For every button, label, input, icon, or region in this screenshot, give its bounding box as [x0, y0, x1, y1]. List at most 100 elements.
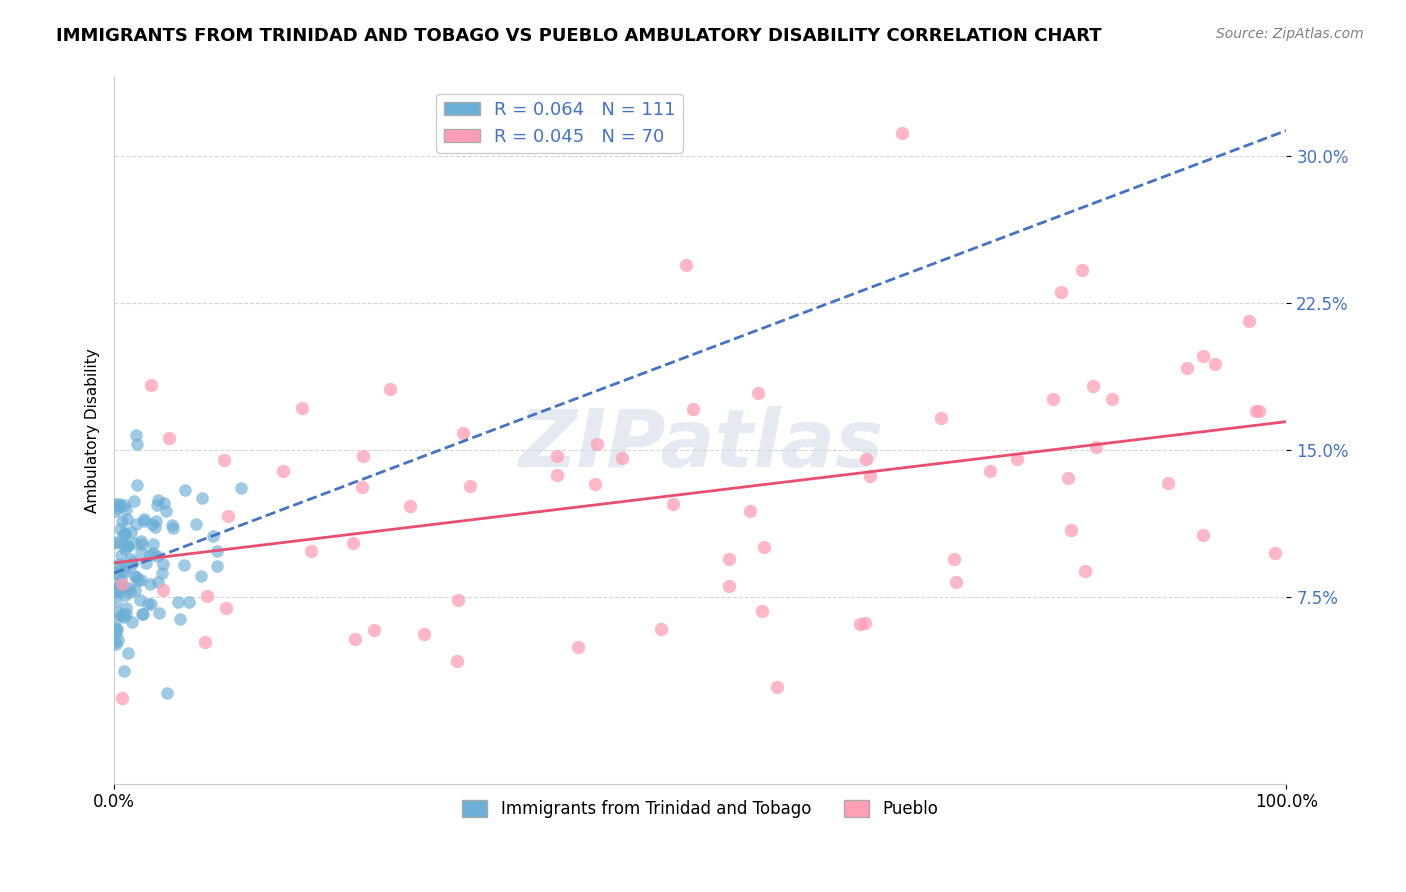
- Point: [122, 536, 145, 550]
- Point: [546, 467, 568, 482]
- Point: [173, 558, 195, 572]
- Point: [127, 573, 149, 587]
- Point: [121, 615, 143, 630]
- Point: [662, 497, 685, 511]
- Point: [105, 625, 128, 640]
- Point: [162, 518, 184, 533]
- Point: [107, 632, 129, 647]
- Point: [378, 382, 401, 396]
- Point: [114, 588, 136, 602]
- Point: [117, 581, 139, 595]
- Point: [1074, 565, 1097, 579]
- Point: [125, 516, 148, 531]
- Point: [107, 605, 129, 619]
- Text: ZIPatlas: ZIPatlas: [517, 406, 883, 483]
- Point: [155, 685, 177, 699]
- Point: [110, 560, 132, 574]
- Point: [117, 539, 139, 553]
- Point: [112, 498, 135, 512]
- Point: [139, 548, 162, 562]
- Point: [217, 508, 239, 523]
- Point: [125, 427, 148, 442]
- Point: [567, 640, 589, 654]
- Point: [152, 496, 174, 510]
- Point: [195, 590, 218, 604]
- Point: [343, 632, 366, 646]
- Point: [110, 548, 132, 562]
- Point: [139, 597, 162, 611]
- Point: [104, 635, 127, 649]
- Point: [675, 259, 697, 273]
- Point: [352, 449, 374, 463]
- Point: [945, 575, 967, 590]
- Point: [108, 522, 131, 536]
- Point: [150, 566, 173, 581]
- Point: [120, 552, 142, 566]
- Point: [152, 557, 174, 571]
- Point: [105, 582, 128, 597]
- Point: [131, 607, 153, 621]
- Point: [111, 576, 134, 591]
- Point: [446, 654, 468, 668]
- Point: [141, 516, 163, 531]
- Point: [1070, 262, 1092, 277]
- Point: [132, 607, 155, 622]
- Point: [146, 549, 169, 563]
- Point: [129, 545, 152, 559]
- Point: [766, 680, 789, 694]
- Point: [152, 583, 174, 598]
- Point: [1042, 392, 1064, 406]
- Point: [201, 529, 224, 543]
- Point: [129, 574, 152, 588]
- Point: [271, 465, 294, 479]
- Point: [1192, 528, 1215, 542]
- Point: [114, 526, 136, 541]
- Point: [124, 583, 146, 598]
- Point: [718, 551, 741, 566]
- Point: [108, 578, 131, 592]
- Point: [105, 622, 128, 636]
- Point: [115, 600, 138, 615]
- Point: [155, 504, 177, 518]
- Point: [738, 504, 761, 518]
- Point: [682, 401, 704, 416]
- Point: [342, 536, 364, 550]
- Point: [141, 537, 163, 551]
- Point: [1101, 392, 1123, 406]
- Point: [104, 582, 127, 596]
- Point: [215, 601, 238, 615]
- Point: [1264, 546, 1286, 560]
- Point: [1192, 349, 1215, 363]
- Point: [447, 592, 470, 607]
- Point: [142, 546, 165, 560]
- Point: [104, 504, 127, 518]
- Point: [105, 637, 128, 651]
- Text: IMMIGRANTS FROM TRINIDAD AND TOBAGO VS PUEBLO AMBULATORY DISABILITY CORRELATION : IMMIGRANTS FROM TRINIDAD AND TOBAGO VS P…: [56, 27, 1102, 45]
- Point: [299, 544, 322, 558]
- Point: [177, 595, 200, 609]
- Point: [1244, 403, 1267, 417]
- Point: [135, 556, 157, 570]
- Point: [122, 494, 145, 508]
- Point: [114, 607, 136, 622]
- Point: [1204, 357, 1226, 371]
- Point: [111, 514, 134, 528]
- Point: [146, 498, 169, 512]
- Point: [129, 593, 152, 607]
- Point: [1156, 475, 1178, 490]
- Point: [1060, 524, 1083, 538]
- Point: [212, 453, 235, 467]
- Point: [114, 541, 136, 556]
- Point: [979, 464, 1001, 478]
- Point: [120, 558, 142, 573]
- Point: [117, 646, 139, 660]
- Point: [1005, 451, 1028, 466]
- Point: [108, 557, 131, 571]
- Point: [1084, 440, 1107, 454]
- Point: [107, 567, 129, 582]
- Point: [105, 594, 128, 608]
- Point: [186, 517, 208, 532]
- Point: [129, 534, 152, 549]
- Point: [148, 606, 170, 620]
- Point: [110, 573, 132, 587]
